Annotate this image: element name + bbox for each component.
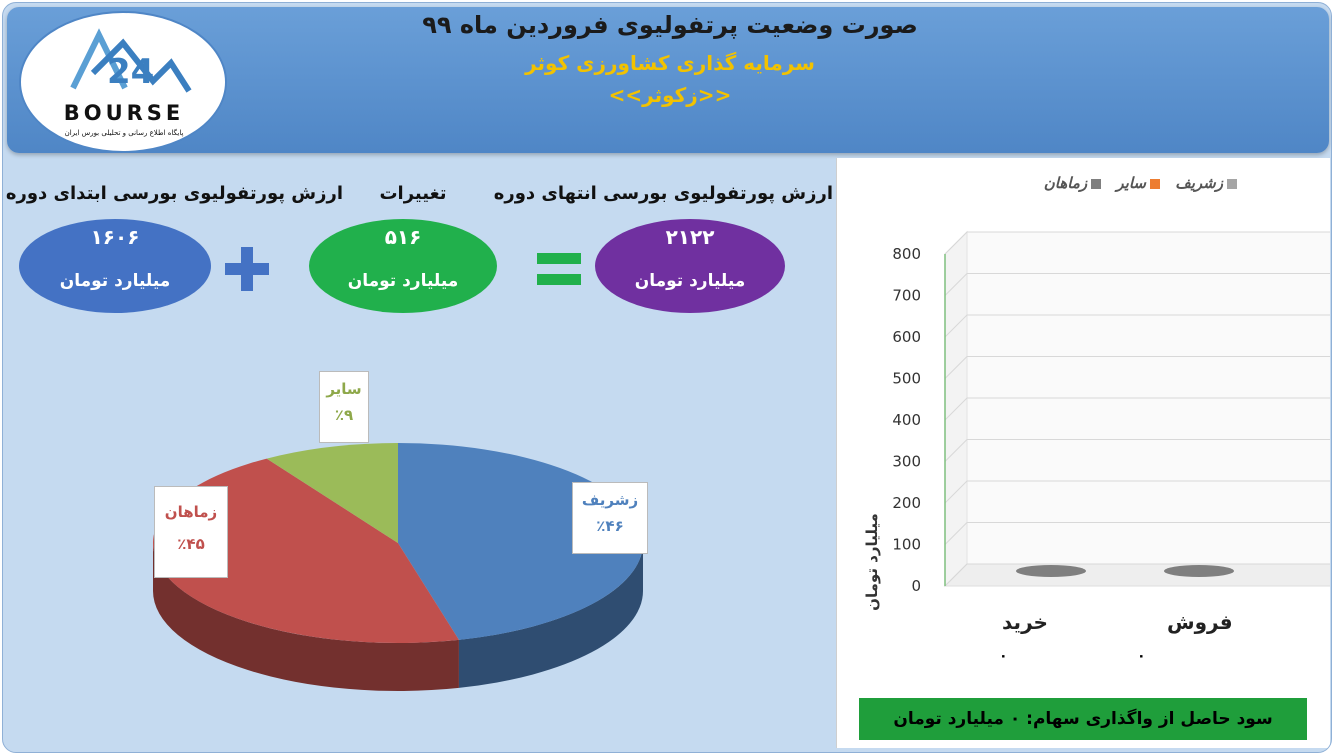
logo-word: BOURSE xyxy=(63,101,185,125)
logo-tagline: پایگاه اطلاع رسانی و تحلیلی بورس ایران xyxy=(64,129,184,137)
legend-item-other: سایر xyxy=(1116,174,1160,192)
pie-label-zsharif-pct: ٪۴۶ xyxy=(596,517,624,535)
bar-legend: زشریف سایر زماهان xyxy=(957,174,1237,192)
header-banner xyxy=(7,7,1329,153)
end-value-label: ارزش پورتفولیوی بورسی انتهای دوره xyxy=(493,183,833,204)
legend-swatch xyxy=(1149,178,1160,189)
bar-chart-svg: 0 100 200 300 400 500 600 700 800 xyxy=(892,230,1330,595)
page-title: صورت وضعیت پرتفولیوی فروردین ماه ۹۹ xyxy=(422,11,918,39)
end-value: ۲۱۲۲ xyxy=(665,225,715,249)
gridline xyxy=(944,439,1330,462)
y-tick-label: 400 xyxy=(892,411,921,429)
legend-swatch xyxy=(1091,178,1102,189)
pie-side-0 xyxy=(458,543,643,688)
change-label: تغییرات xyxy=(379,183,447,204)
legend-item-zsharif: زشریف xyxy=(1175,174,1237,192)
y-tick-label: 800 xyxy=(892,245,921,263)
gridline xyxy=(944,356,1330,379)
pie-label-zsharif-name: زشریف xyxy=(581,491,639,509)
pie-slice-1 xyxy=(153,458,459,643)
y-tick-label: 200 xyxy=(892,494,921,512)
y-tick-label: 700 xyxy=(892,287,921,305)
data-label-sell: ۰ xyxy=(1137,648,1146,664)
bar-1 xyxy=(1164,565,1234,577)
pie-label-other: سایر ٪۹ xyxy=(319,371,369,443)
gridline xyxy=(944,522,1330,545)
equals-icon xyxy=(537,253,581,285)
logo-mark-icon: 24 xyxy=(70,28,192,93)
legend-swatch xyxy=(1227,178,1237,189)
pie-label-other-pct: ٪۹ xyxy=(334,406,354,424)
gridline xyxy=(944,273,1330,296)
y-tick-label: 300 xyxy=(892,453,921,471)
legend-label: زماهان xyxy=(1043,174,1088,192)
y-tick-label: 500 xyxy=(892,370,921,388)
y-axis-label: میلیارد تومان xyxy=(863,513,881,611)
gridline xyxy=(944,563,1330,587)
start-unit: میلیارد تومان xyxy=(59,271,171,291)
change-value-oval: ۵۱۶ میلیارد تومان xyxy=(309,219,497,313)
legend-label: سایر xyxy=(1116,174,1146,192)
floor xyxy=(943,563,1330,587)
bourse-logo: 24 BOURSE پایگاه اطلاع رسانی و تحلیلی بو… xyxy=(19,11,227,153)
start-value: ۱۶۰۶ xyxy=(90,225,140,249)
pie-label-zmahan-pct: ٪۴۵ xyxy=(177,535,205,553)
profit-banner: سود حاصل از واگذاری سهام: ۰ میلیارد توما… xyxy=(859,698,1307,740)
pie-svg xyxy=(153,443,643,691)
category-label-buy: خرید xyxy=(1002,610,1048,634)
end-value-oval: ۲۱۲۲ میلیارد تومان xyxy=(595,219,785,313)
y-tick-label: 600 xyxy=(892,328,921,346)
plus-icon xyxy=(225,247,269,291)
company-name: سرمایه گذاری کشاورزی کوثر xyxy=(525,51,815,75)
start-value-oval: ۱۶۰۶ میلیارد تومان xyxy=(19,219,211,313)
pie-label-zsharif: زشریف ٪۴۶ xyxy=(572,482,648,554)
pie-label-other-name: سایر xyxy=(326,380,362,398)
start-value-label: ارزش پورتفولیوی بورسی ابتدای دوره xyxy=(5,183,343,204)
y-tick-label: 100 xyxy=(892,536,921,554)
ticker-symbol: <<زکوثر>> xyxy=(608,83,732,107)
change-unit: میلیارد تومان xyxy=(347,271,459,291)
y-tick-label: 0 xyxy=(911,577,921,595)
pie-side-1 xyxy=(153,543,459,691)
pie-slice-2 xyxy=(266,443,398,543)
svg-text:24: 24 xyxy=(107,52,154,92)
gridline xyxy=(944,231,1330,255)
change-value: ۵۱۶ xyxy=(384,225,422,249)
end-unit: میلیارد تومان xyxy=(634,271,746,291)
pie-label-zmahan-name: زماهان xyxy=(164,503,218,521)
pie-label-zmahan: زماهان ٪۴۵ xyxy=(154,486,228,578)
trade-bar-chart-panel: 0 100 200 300 400 500 600 700 800 زشریف سایر زما… xyxy=(836,158,1330,748)
legend-label: زشریف xyxy=(1175,174,1223,192)
bar-0 xyxy=(1016,565,1086,577)
portfolio-pie-chart xyxy=(143,363,663,703)
gridline xyxy=(944,397,1330,421)
category-label-sell: فروش xyxy=(1167,610,1233,634)
gridline xyxy=(944,480,1330,504)
gridline xyxy=(944,314,1330,338)
legend-item-zmahan: زماهان xyxy=(1043,174,1102,192)
data-label-buy: ۰ xyxy=(999,648,1008,664)
